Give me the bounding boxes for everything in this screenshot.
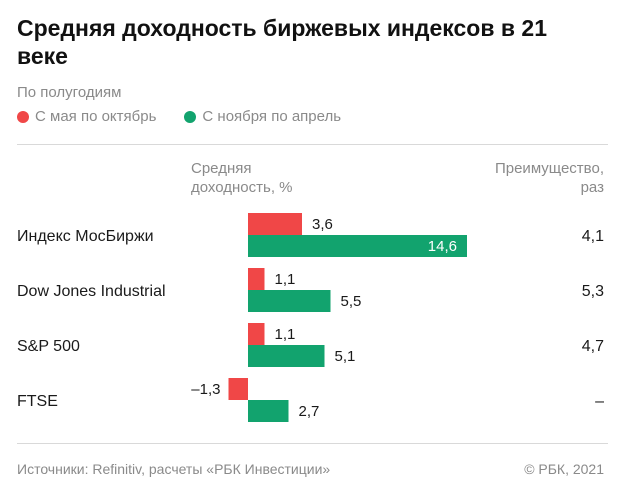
bar-row-4-series-1	[228, 378, 248, 400]
value-label-row-4-series-2: 2,7	[299, 403, 320, 420]
category-label-row-3: S&P 500	[17, 338, 80, 355]
column-header-advantage-line2: раз	[580, 179, 604, 196]
value-label-row-3-series-2: 5,1	[335, 348, 356, 365]
source-note: Источники: Refinitiv, расчеты «РБК Инвес…	[17, 461, 331, 477]
bar-row-3-series-1	[248, 323, 265, 345]
advantage-value-row-1: 4,1	[582, 228, 604, 245]
bottom-divider	[17, 443, 608, 444]
bar-row-1-series-2	[248, 235, 467, 257]
legend-dot-red	[17, 110, 29, 123]
value-label-row-3-series-1: 1,1	[275, 326, 296, 343]
chart-subtitle: По полугодиям	[17, 84, 122, 101]
column-header-advantage-line1: Преимущество,	[494, 160, 604, 177]
legend-label-nov-apr: С ноября по апрель	[202, 108, 342, 125]
category-label-row-2: Dow Jones Industrial	[17, 283, 166, 300]
bar-row-3-series-2	[248, 345, 325, 367]
column-header-return: Средняя доходность, %	[191, 159, 293, 197]
value-label-row-1-series-2: 14,6	[428, 238, 457, 255]
legend-item-nov-apr: С ноября по апрель	[184, 108, 341, 125]
legend-dot-green	[184, 110, 197, 123]
copyright: © РБК, 2021	[524, 461, 604, 477]
advantage-value-row-3: 4,7	[582, 338, 604, 355]
category-label-row-1: Индекс МосБиржи	[17, 228, 154, 245]
legend-item-may-oct: С мая по октябрь	[17, 108, 156, 125]
bar-row-2-series-1	[248, 268, 265, 290]
advantage-value-row-4: –	[595, 393, 604, 410]
value-label-row-2-series-2: 5,5	[341, 293, 362, 310]
bar-row-1-series-1	[248, 213, 302, 235]
advantage-value-row-2: 5,3	[582, 283, 604, 300]
column-header-return-line2: доходность, %	[191, 179, 293, 196]
legend: С мая по октябрь С ноября по апрель	[17, 108, 369, 125]
bar-row-4-series-2	[248, 400, 289, 422]
value-label-row-4-series-1: –1,3	[191, 381, 220, 398]
column-header-advantage: Преимущество, раз	[495, 159, 604, 197]
legend-label-may-oct: С мая по октябрь	[35, 108, 157, 125]
column-header-return-line1: Средняя	[191, 160, 252, 177]
chart-title: Средняя доходность биржевых индексов в 2…	[17, 15, 547, 69]
top-divider	[17, 144, 608, 145]
category-label-row-4: FTSE	[17, 393, 58, 410]
value-label-row-2-series-1: 1,1	[275, 271, 296, 288]
bar-row-2-series-2	[248, 290, 331, 312]
value-label-row-1-series-1: 3,6	[312, 216, 333, 233]
